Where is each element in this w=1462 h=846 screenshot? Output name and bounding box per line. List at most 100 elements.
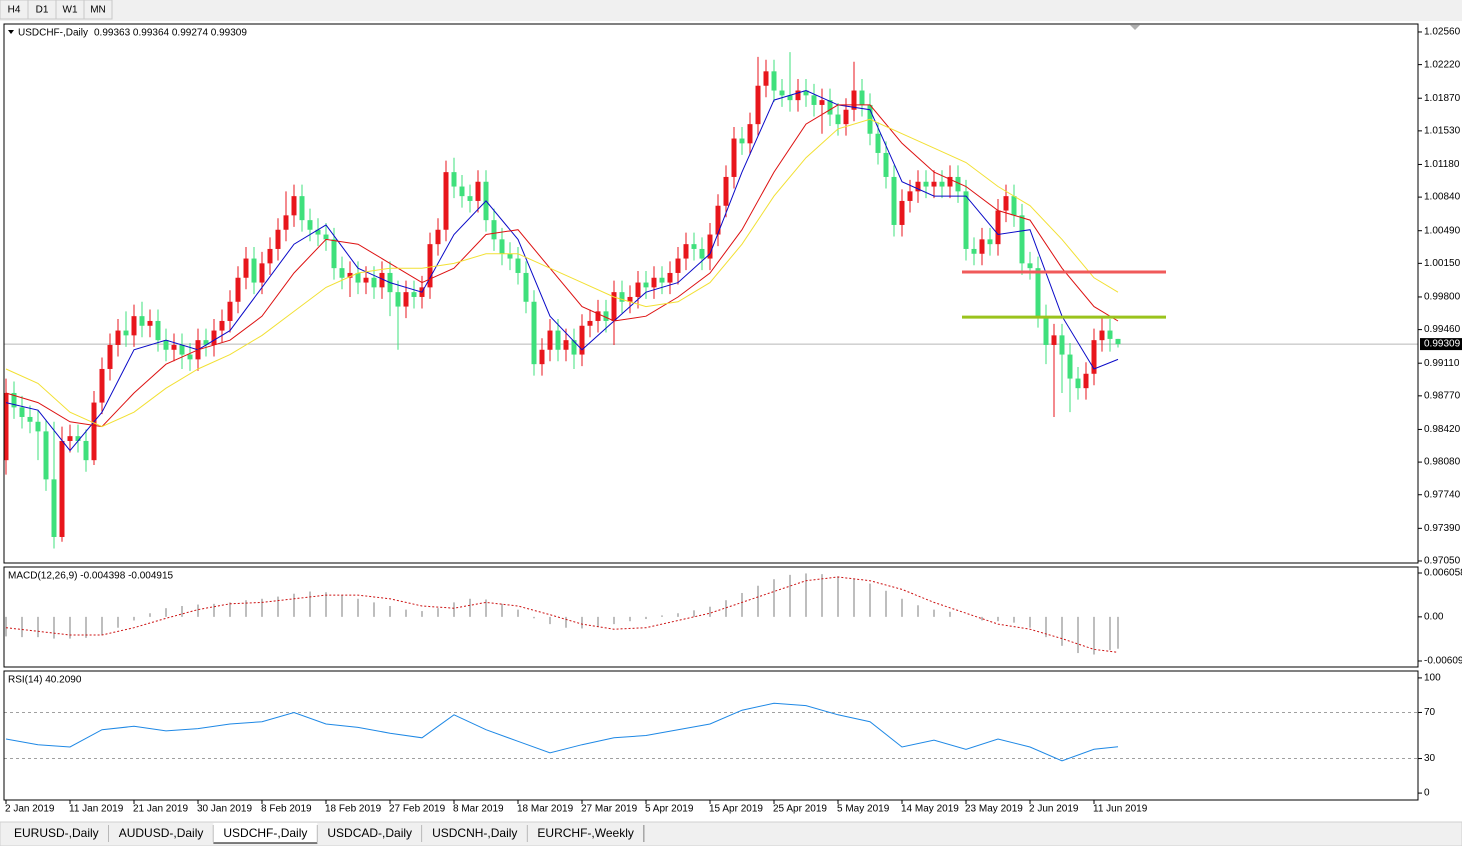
candle-body	[587, 320, 593, 326]
candle-body	[467, 196, 473, 201]
candle-body	[187, 354, 193, 360]
y-tick-label: 0.99800	[1424, 292, 1461, 303]
candle-body	[755, 85, 761, 125]
candle-body	[1099, 330, 1105, 341]
y-tick-label: 0.99460	[1424, 324, 1461, 335]
candle-body	[1035, 268, 1041, 317]
candle-body	[819, 100, 825, 105]
y-tick-label: 30	[1424, 753, 1436, 764]
panel-title: RSI(14) 40.2090	[8, 675, 82, 686]
candle-body	[27, 416, 33, 422]
x-tick-label: 5 Apr 2019	[645, 804, 694, 815]
candle-body	[979, 239, 985, 254]
candle-body	[619, 292, 625, 302]
candle-body	[771, 71, 777, 91]
tab-face	[317, 823, 423, 843]
candle-body	[163, 340, 169, 350]
tab[interactable]: AUDUSD-,Daily	[108, 823, 214, 843]
candle-body	[291, 196, 297, 216]
candle-body	[1067, 354, 1073, 379]
x-tick-label: 27 Mar 2019	[581, 804, 638, 815]
y-tick-label: 1.00840	[1424, 192, 1461, 203]
candle-body	[371, 277, 377, 288]
candle-body	[11, 392, 17, 408]
tab-label: EURUSD-,Daily	[14, 826, 99, 840]
candle-body	[907, 191, 913, 201]
candle-body	[675, 258, 681, 273]
candle-body	[299, 196, 305, 221]
candle-body	[571, 340, 577, 355]
y-tick-label: 1.00490	[1424, 225, 1461, 236]
panel-frame	[3, 23, 1419, 564]
timeframe-button[interactable]: D1	[27, 0, 57, 20]
candle-body	[699, 248, 705, 259]
candle-body	[723, 176, 729, 206]
indicator-line	[5, 702, 1119, 762]
timeframe-button[interactable]: MN	[83, 0, 113, 20]
timeframe-button[interactable]: H4	[0, 0, 29, 20]
y-tick-label: 70	[1424, 707, 1436, 718]
candle-body	[19, 407, 25, 417]
candle-body	[403, 292, 409, 307]
candle-body	[347, 272, 353, 278]
y-tick-label: 1.01180	[1424, 159, 1460, 170]
tab[interactable]: EURCHF-,Weekly	[527, 823, 645, 843]
tab-face	[108, 823, 214, 843]
candle-body	[939, 181, 945, 187]
candle-body	[859, 90, 865, 105]
last-price-label: 0.99309	[1424, 339, 1461, 350]
tab[interactable]: EURUSD-,Daily	[4, 823, 110, 843]
candle-body	[235, 277, 241, 302]
candle-body	[435, 229, 441, 245]
tab-face	[213, 823, 318, 843]
tab-label: USDCAD-,Daily	[327, 826, 412, 840]
candle-body	[283, 215, 289, 230]
candle-body	[931, 181, 937, 187]
candle-body	[43, 431, 49, 480]
tab[interactable]: USDCNH-,Daily	[422, 823, 528, 843]
candle-body	[75, 436, 81, 441]
plot-area	[4, 702, 1418, 762]
candle-body	[531, 301, 537, 365]
candle-body	[379, 272, 385, 288]
timeframe-button[interactable]: W1	[55, 0, 85, 20]
y-tick-label: 1.00150	[1424, 258, 1461, 269]
candle-body	[739, 138, 745, 144]
candle-body	[451, 172, 457, 187]
candle-body	[99, 368, 105, 403]
x-tick-label: 25 Apr 2019	[773, 804, 827, 815]
candle-body	[563, 340, 569, 350]
y-tick-label: 1.02560	[1424, 27, 1461, 38]
candle-body	[139, 316, 145, 326]
candle-body	[899, 200, 905, 225]
y-tick-label: 0.006058	[1424, 568, 1462, 579]
button-label: D1	[36, 5, 49, 16]
candle-body	[4, 392, 9, 461]
candle-body	[691, 244, 697, 249]
y-tick-label: 0.00	[1424, 612, 1444, 623]
candle-body	[523, 272, 529, 302]
candle-body	[307, 220, 313, 230]
candle-body	[1027, 263, 1033, 269]
candle-body	[779, 90, 785, 96]
candle-body	[107, 344, 113, 369]
candle-body	[787, 95, 793, 101]
candle-body	[1043, 316, 1049, 345]
candle-body	[131, 316, 137, 336]
plot-area	[5, 573, 1119, 655]
tab[interactable]: USDCHF-,Daily	[213, 823, 318, 844]
y-tick-label: 100	[1424, 673, 1441, 684]
candle-body	[811, 95, 817, 105]
candle-body	[707, 234, 713, 259]
last-price-box	[1420, 338, 1462, 351]
candle-body	[331, 239, 337, 269]
tab-face	[527, 823, 644, 843]
x-tick-label: 5 May 2019	[837, 804, 890, 815]
candle-body	[59, 440, 65, 537]
candle-body	[83, 440, 89, 461]
candle-body	[683, 244, 689, 259]
candle-body	[91, 402, 97, 461]
y-tick-label: 0.98420	[1424, 424, 1461, 435]
tab[interactable]: USDCAD-,Daily	[317, 823, 423, 843]
